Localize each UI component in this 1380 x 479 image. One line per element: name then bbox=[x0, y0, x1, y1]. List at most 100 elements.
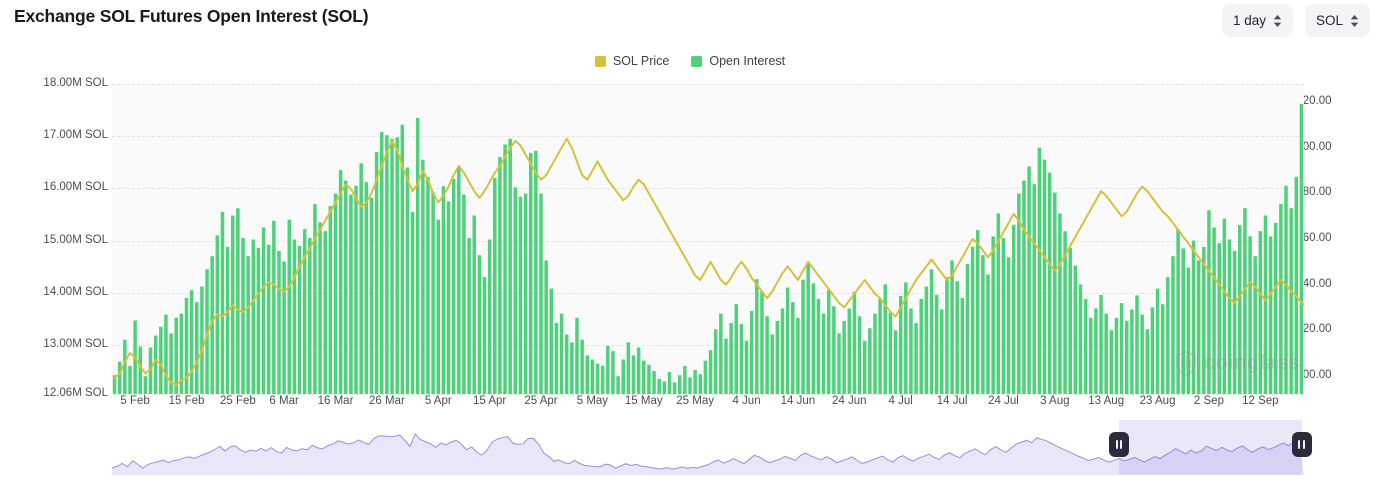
x-axis-tick: 25 May bbox=[676, 395, 714, 407]
legend-item-label: SOL Price bbox=[612, 54, 670, 68]
x-axis-tick: 3 Aug bbox=[1040, 395, 1070, 407]
bar-open-interest bbox=[1073, 265, 1078, 394]
bar-open-interest bbox=[179, 313, 184, 394]
range-handle-left[interactable] bbox=[1109, 432, 1130, 457]
bar-open-interest bbox=[292, 239, 297, 394]
navigator-series bbox=[112, 431, 1304, 475]
bar-open-interest bbox=[410, 211, 415, 394]
bar-open-interest bbox=[719, 313, 723, 394]
bar-open-interest bbox=[647, 364, 651, 394]
legend-item-label: Open Interest bbox=[709, 54, 786, 68]
bar-open-interest bbox=[883, 284, 887, 394]
bar-open-interest bbox=[236, 208, 240, 394]
bar-open-interest bbox=[1273, 222, 1278, 394]
gridline bbox=[112, 344, 1304, 346]
bar-open-interest bbox=[431, 192, 435, 394]
gridline bbox=[112, 136, 1304, 138]
bar-open-interest bbox=[1027, 166, 1031, 394]
range-navigator[interactable] bbox=[112, 420, 1312, 475]
bar-open-interest bbox=[1145, 329, 1150, 394]
legend-item-2[interactable]: Open Interest bbox=[691, 54, 785, 68]
bar-open-interest bbox=[898, 295, 903, 394]
bar-open-interest bbox=[1202, 246, 1206, 394]
bar-open-interest bbox=[1294, 176, 1299, 394]
bar-open-interest bbox=[385, 135, 389, 394]
bar-open-interest bbox=[1171, 256, 1175, 394]
bar-open-interest bbox=[164, 314, 168, 394]
bar-open-interest bbox=[1181, 248, 1185, 394]
bar-open-interest bbox=[287, 219, 291, 394]
bar-open-interest bbox=[272, 220, 276, 394]
bar-open-interest bbox=[888, 312, 893, 394]
y-axis-right-tick: $100.00 bbox=[1290, 368, 1332, 381]
bar-open-interest bbox=[1268, 236, 1273, 394]
bar-open-interest bbox=[318, 222, 322, 394]
bar-open-interest bbox=[457, 166, 461, 394]
bar-open-interest bbox=[1130, 309, 1134, 394]
bar-open-interest bbox=[1099, 294, 1103, 394]
gridline bbox=[112, 240, 1304, 242]
interval-select[interactable]: 1 day bbox=[1221, 4, 1293, 37]
bar-open-interest bbox=[708, 350, 713, 394]
bar-open-interest bbox=[487, 239, 492, 394]
bar-open-interest bbox=[1011, 224, 1016, 394]
interval-select-label: 1 day bbox=[1232, 13, 1266, 28]
bar-open-interest bbox=[909, 308, 913, 394]
legend-swatch-sol-price bbox=[594, 55, 606, 67]
legend-swatch-open-interest bbox=[691, 55, 703, 67]
header-controls: 1 day SOL bbox=[1221, 4, 1370, 37]
bar-open-interest bbox=[642, 360, 646, 394]
bar-open-interest bbox=[374, 151, 379, 394]
bar-open-interest bbox=[400, 124, 405, 394]
bar-open-interest bbox=[1083, 299, 1088, 394]
range-handle-right[interactable] bbox=[1291, 432, 1312, 457]
x-axis-tick: 15 Apr bbox=[473, 395, 507, 407]
bar-open-interest bbox=[657, 378, 661, 394]
chart-canvas[interactable]: coinglass bbox=[112, 84, 1304, 395]
bar-open-interest bbox=[1166, 277, 1170, 394]
bar-open-interest bbox=[981, 255, 985, 394]
navigator-selection[interactable] bbox=[1119, 420, 1302, 475]
bar-open-interest bbox=[991, 236, 995, 394]
bar-open-interest bbox=[996, 213, 1001, 394]
bar-open-interest bbox=[585, 355, 589, 394]
asset-select[interactable]: SOL bbox=[1304, 4, 1370, 37]
chart-header: Exchange SOL Futures Open Interest (SOL)… bbox=[0, 0, 1380, 44]
bar-open-interest bbox=[328, 206, 333, 394]
bar-open-interest bbox=[606, 345, 610, 394]
bar-open-interest bbox=[123, 339, 127, 394]
bar-open-interest bbox=[1140, 314, 1144, 394]
bar-open-interest bbox=[816, 299, 821, 394]
bar-open-interest bbox=[842, 320, 846, 394]
bar-open-interest bbox=[1042, 159, 1047, 394]
y-axis-right-tick: $160.00 bbox=[1290, 232, 1332, 244]
bar-open-interest bbox=[1160, 304, 1165, 394]
bar-open-interest bbox=[498, 157, 502, 394]
y-axis-right-tick: $220.00 bbox=[1290, 95, 1332, 108]
bar-open-interest bbox=[225, 246, 230, 394]
bar-open-interest bbox=[436, 219, 440, 394]
gridline bbox=[112, 292, 1304, 294]
bar-open-interest bbox=[148, 347, 153, 394]
bar-open-interest bbox=[662, 381, 667, 394]
chevron-updown-icon bbox=[1273, 14, 1282, 27]
bar-open-interest bbox=[873, 313, 877, 394]
x-axis: 5 Feb 15 Feb 25 Feb 6 Mar 16 Mar 26 Mar 5 Apr 1… bbox=[112, 395, 1304, 414]
bar-open-interest bbox=[667, 372, 672, 394]
bar-open-interest bbox=[595, 363, 600, 394]
bar-open-interest bbox=[832, 306, 836, 394]
y-axis-right-tick: $140.00 bbox=[1290, 277, 1332, 290]
bar-open-interest bbox=[1037, 147, 1042, 394]
bar-open-interest bbox=[210, 256, 214, 394]
bar-open-interest bbox=[189, 290, 194, 394]
bar-open-interest bbox=[528, 152, 533, 394]
bar-open-interest bbox=[950, 260, 954, 394]
legend-item-1[interactable]: SOL Price bbox=[594, 54, 670, 68]
bar-open-interest bbox=[241, 237, 245, 394]
bar-open-interest bbox=[1053, 192, 1057, 394]
chart-legend: SOL Price Open Interest bbox=[0, 54, 1380, 68]
bar-open-interest bbox=[960, 297, 965, 394]
bar-open-interest bbox=[1094, 308, 1098, 394]
bar-open-interest bbox=[677, 375, 682, 394]
bar-open-interest bbox=[878, 299, 882, 394]
